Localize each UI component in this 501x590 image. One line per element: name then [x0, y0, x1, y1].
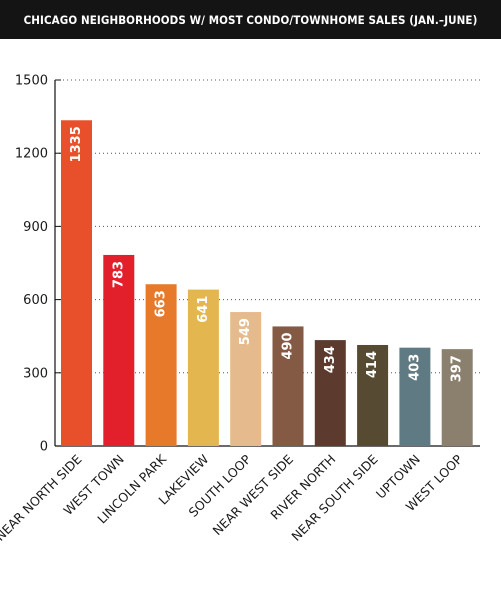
data-label: 549	[238, 318, 253, 345]
title-bar: CHICAGO NEIGHBORHOODS W/ MOST CONDO/TOWN…	[0, 0, 501, 39]
gridlines	[55, 79, 480, 374]
y-tick-label: 0	[40, 440, 48, 455]
bar	[441, 349, 473, 446]
chart-title: CHICAGO NEIGHBORHOODS W/ MOST CONDO/TOWN…	[23, 12, 478, 27]
data-label: 397	[450, 355, 465, 382]
bar	[399, 347, 431, 446]
bar	[357, 344, 389, 446]
data-label: 663	[154, 290, 169, 317]
bar	[272, 326, 304, 446]
y-tick-label: 900	[23, 220, 48, 235]
bar	[61, 120, 92, 446]
bar	[230, 312, 262, 446]
bar	[187, 289, 219, 446]
data-label: 414	[365, 351, 380, 378]
bar	[314, 340, 346, 446]
data-label: 783	[111, 261, 126, 288]
bar	[103, 254, 135, 446]
data-label: 403	[407, 354, 422, 381]
bar	[145, 284, 177, 446]
y-tick-label: 600	[23, 293, 48, 308]
y-tick-label: 1200	[15, 147, 48, 162]
data-label: 1335	[69, 126, 84, 162]
bars	[61, 120, 473, 446]
y-tick-label: 1500	[15, 74, 48, 89]
data-label: 641	[196, 296, 211, 323]
y-tick-label: 300	[23, 366, 48, 381]
data-label: 490	[281, 332, 296, 359]
value-labels: 1335 783 663 641 549 490 434 414 403 397	[69, 126, 465, 382]
data-label: 434	[323, 346, 338, 373]
